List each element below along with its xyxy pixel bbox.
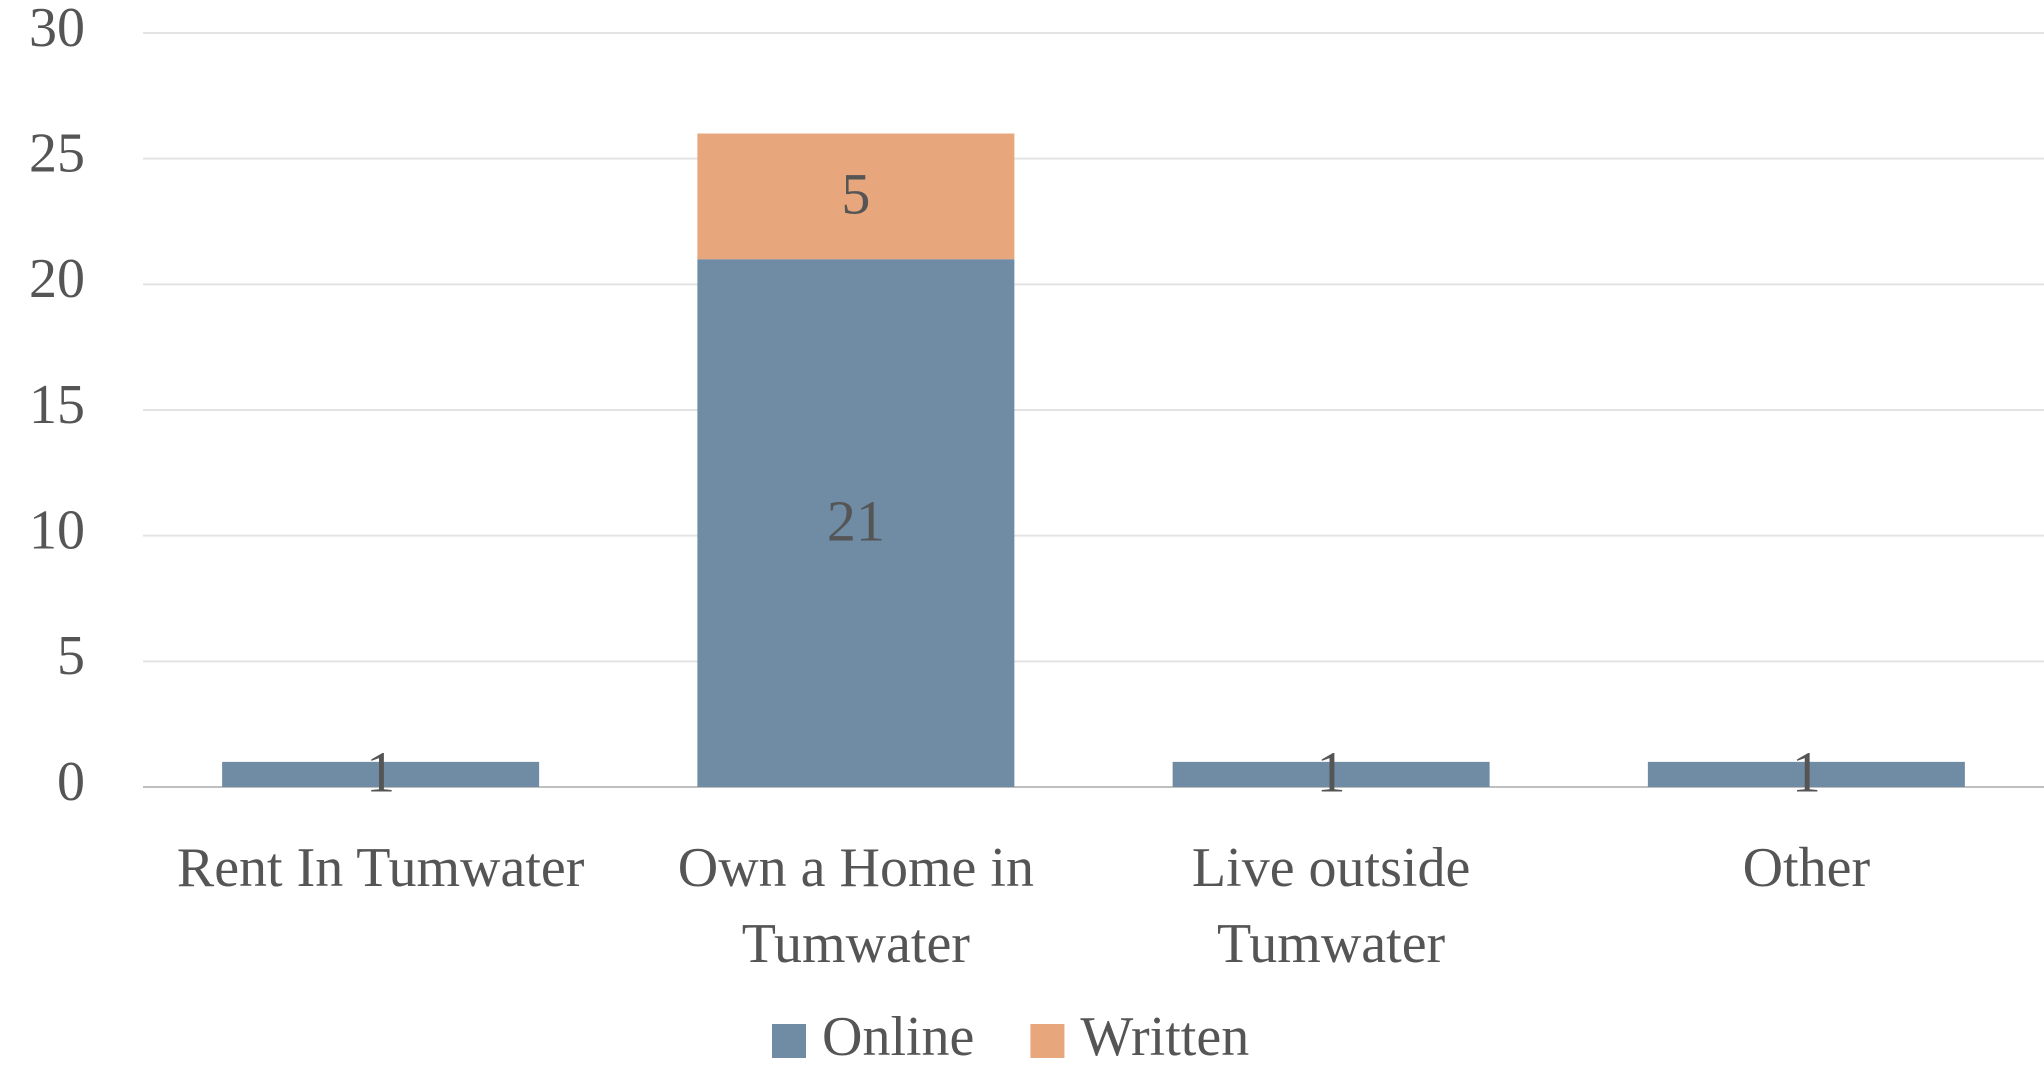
legend-swatch <box>772 1024 806 1058</box>
data-label: 1 <box>1317 740 1346 805</box>
y-tick-label: 10 <box>29 500 85 562</box>
x-tick-label: Rent In Tumwater <box>176 837 585 899</box>
x-tick-label: Other <box>1742 837 1871 899</box>
legend-label: Online <box>822 1006 974 1066</box>
bar-segment <box>1172 761 1490 787</box>
data-label: 21 <box>827 488 885 553</box>
y-tick-label: 0 <box>57 751 85 813</box>
legend-label: Written <box>1080 1006 1249 1066</box>
y-tick-label: 5 <box>57 625 85 687</box>
y-tick-label: 15 <box>29 374 85 436</box>
bar-segment <box>697 259 1015 787</box>
legend-swatch <box>1030 1024 1065 1058</box>
bar-segment <box>222 761 540 787</box>
y-tick-label: 25 <box>29 123 85 185</box>
x-tick-label: Live outside Tumwater <box>1191 837 1471 975</box>
data-label: 5 <box>841 162 870 227</box>
y-tick-label: 20 <box>29 248 85 310</box>
data-label: 1 <box>366 740 395 805</box>
bar-segment <box>697 133 1015 260</box>
x-tick-label: Own a Home in Tumwater <box>677 837 1034 975</box>
y-tick-label: 30 <box>29 0 85 59</box>
data-label: 1 <box>1792 740 1821 805</box>
bar-segment <box>1647 761 1965 787</box>
